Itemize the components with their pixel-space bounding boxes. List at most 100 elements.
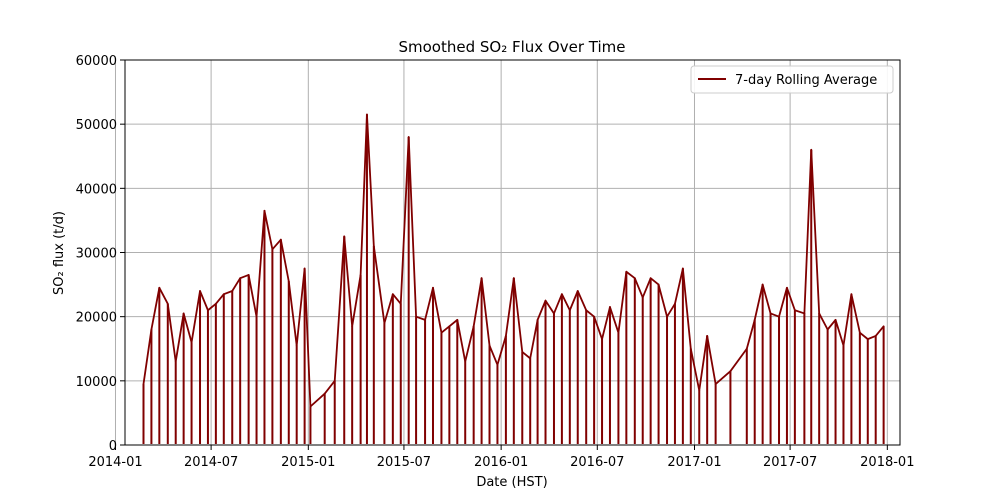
series-segment — [247, 274, 258, 318]
series-segment — [826, 318, 837, 331]
y-tick-label: 40000 — [76, 182, 117, 197]
series-segment — [753, 283, 764, 321]
series-segment — [674, 267, 684, 305]
series-segment — [263, 209, 274, 251]
x-tick-label: 2014-01 — [88, 455, 142, 470]
legend-box — [690, 65, 894, 94]
series-segment — [231, 277, 242, 292]
series-segment — [448, 318, 459, 328]
series-segment — [617, 270, 628, 334]
series-segment — [729, 347, 748, 373]
series-segment — [142, 328, 153, 385]
series-segment — [633, 277, 644, 299]
series-segment — [786, 286, 796, 312]
series-segment — [601, 306, 611, 341]
series-segment — [536, 299, 547, 321]
series-segment — [866, 335, 877, 341]
series-segment — [769, 312, 780, 318]
series-segment — [544, 299, 555, 315]
series-segment — [714, 370, 732, 385]
x-tick-label: 2014-07 — [184, 455, 238, 470]
x-tick-label: 2016-07 — [570, 455, 624, 470]
legend-label: 7-day Rolling Average — [735, 73, 877, 88]
series-line — [142, 113, 885, 408]
series-segment — [641, 277, 652, 299]
series-segment — [625, 270, 636, 280]
x-axis-label: Date (HST) — [476, 475, 547, 490]
series-segment — [407, 136, 417, 318]
x-tick-label: 2016-01 — [474, 455, 528, 470]
series-segment — [222, 290, 234, 296]
series-segment — [496, 335, 507, 366]
series-segment — [287, 280, 298, 347]
series-segment — [480, 277, 491, 347]
series-segment — [568, 290, 579, 312]
series-segment — [810, 148, 821, 315]
series-segment — [681, 267, 692, 350]
series-segment — [255, 209, 266, 318]
y-tick-label: 0 — [109, 439, 117, 454]
series-segment — [834, 318, 845, 347]
series-segment — [593, 315, 603, 341]
series-segment — [585, 309, 596, 318]
y-tick-label: 60000 — [76, 54, 117, 69]
series-segment — [199, 290, 209, 312]
x-tick-label: 2017-01 — [667, 455, 721, 470]
series-segment — [415, 315, 426, 321]
series-segment — [440, 325, 451, 334]
y-tick-label: 30000 — [76, 247, 117, 262]
series-segment — [214, 293, 225, 305]
series-segment — [271, 238, 282, 251]
series-segment — [842, 293, 853, 347]
series-segment — [182, 312, 193, 344]
series-segment — [456, 318, 467, 363]
series-segment — [424, 286, 434, 321]
series-segment — [472, 277, 483, 328]
series-segment — [158, 286, 169, 305]
series-segment — [521, 351, 532, 360]
series-segment — [323, 379, 336, 395]
series-segment — [504, 277, 515, 337]
series-segment — [366, 113, 375, 247]
series-segment — [649, 277, 660, 286]
series-segment — [657, 283, 668, 318]
series-segment — [309, 392, 326, 408]
series-segment — [778, 286, 788, 318]
series-segment — [150, 286, 161, 331]
series-segment — [488, 344, 499, 366]
series-segment — [279, 238, 290, 283]
series-segment — [166, 302, 177, 363]
series-segment — [512, 277, 524, 353]
series-segment — [333, 235, 346, 382]
series-segment — [295, 267, 306, 347]
x-tick-label: 2015-07 — [377, 455, 431, 470]
y-tick-label: 10000 — [76, 375, 117, 390]
series-segment — [359, 113, 368, 276]
series-segment — [174, 312, 185, 363]
series-segment — [576, 290, 588, 312]
series-segment — [383, 293, 394, 324]
series-segment — [351, 274, 362, 328]
y-axis-label: SO₂ flux (t/d) — [52, 211, 67, 295]
series-segment — [745, 318, 756, 350]
series-segment — [207, 302, 217, 312]
x-tick-label: 2017-07 — [763, 455, 817, 470]
series-segment — [190, 290, 201, 344]
series-segment — [432, 286, 443, 334]
series-segment — [858, 331, 869, 341]
series-segment — [464, 325, 475, 363]
y-tick-label: 50000 — [76, 118, 117, 133]
series-segment — [666, 302, 676, 318]
legend: 7-day Rolling Average — [690, 65, 894, 94]
series-segment — [818, 312, 829, 331]
series-segment — [698, 335, 709, 392]
series-segment — [372, 245, 386, 324]
series-segment — [609, 306, 620, 334]
series-segment — [529, 318, 539, 360]
series-segment — [793, 309, 806, 315]
series-segment — [391, 293, 402, 305]
y-tick-label: 20000 — [76, 311, 117, 326]
series-segment — [399, 136, 410, 305]
